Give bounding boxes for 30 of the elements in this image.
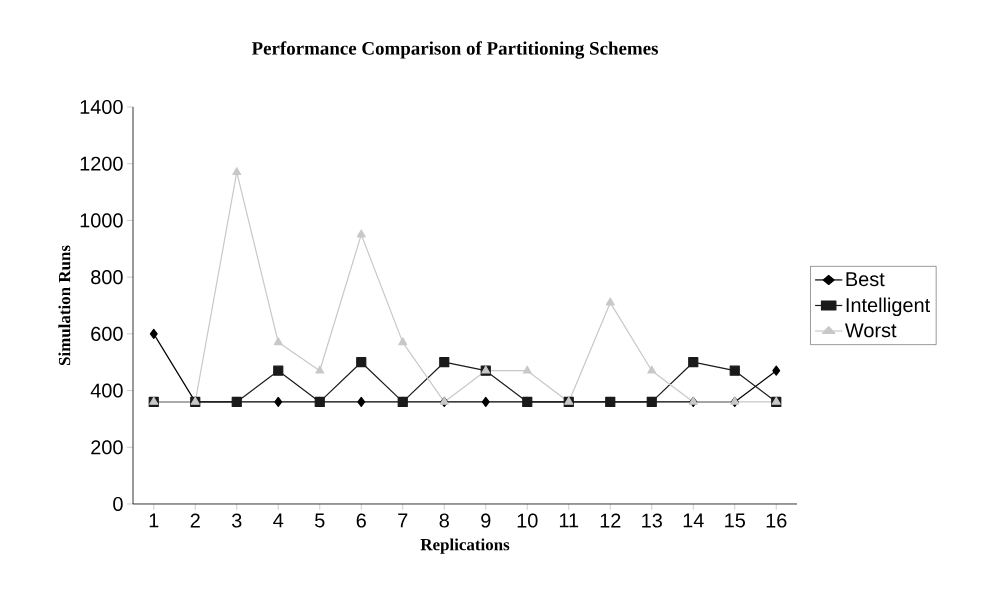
- x-tick-label: 5: [315, 513, 325, 528]
- y-tick-label: 600: [91, 326, 123, 341]
- x-axis-title: Replications: [420, 538, 510, 554]
- x-tick-label: 6: [356, 513, 366, 528]
- legend-label: Worst: [844, 323, 897, 338]
- y-tick-label: 400: [90, 383, 123, 398]
- x-tick-label: 12: [600, 513, 621, 528]
- x-tick-label: 14: [683, 513, 704, 528]
- x-tick-label: 8: [439, 513, 449, 528]
- legend-label: Intelligent: [846, 297, 931, 317]
- x-tick-label: 13: [642, 513, 662, 528]
- x-tick-label: 16: [766, 513, 787, 528]
- legend-label: Best: [846, 272, 885, 287]
- y-tick-label: 0: [113, 496, 123, 512]
- x-tick-label: 7: [398, 513, 408, 528]
- y-tick-label: 800: [91, 270, 123, 285]
- x-tick-label: 2: [190, 513, 200, 528]
- y-tick-label: 1000: [80, 213, 123, 228]
- y-tick-label: 200: [91, 440, 123, 455]
- y-tick-label: 1400: [80, 99, 123, 115]
- x-tick-label: 11: [559, 513, 579, 528]
- x-tick-label: 10: [517, 513, 538, 528]
- x-tick-label: 4: [273, 513, 284, 528]
- x-tick-label: 9: [481, 513, 491, 528]
- x-tick-label: 1: [149, 513, 159, 528]
- y-tick-label: 1200: [80, 156, 123, 171]
- x-tick-label: 3: [231, 513, 242, 528]
- x-tick-label: 15: [725, 513, 746, 528]
- chart-title: Performance Comparison of Partitioning Schemes: [251, 41, 659, 59]
- y-axis-title: Simulation Runs: [58, 245, 71, 366]
